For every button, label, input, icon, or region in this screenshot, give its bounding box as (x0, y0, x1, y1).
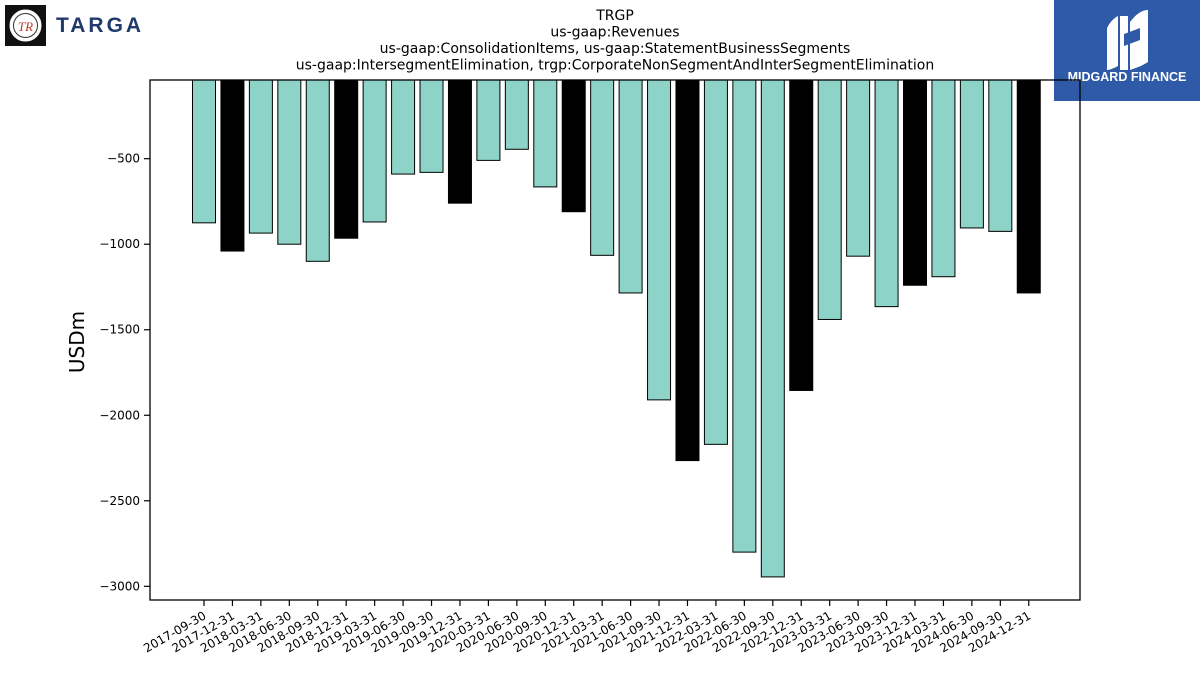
bar-2020-09-30 (533, 79, 558, 188)
bar-2021-09-30 (647, 79, 672, 401)
chart-title-line: TRGP (595, 8, 634, 24)
targa-logo-inner-ring (13, 13, 38, 38)
bar-2022-12-31 (789, 79, 814, 391)
bar-2021-06-30 (618, 79, 643, 294)
bar-2020-03-31 (476, 79, 501, 161)
y-axis: −500 −1000 −1500 −2000 −2500 −3000 (99, 152, 150, 593)
chart-title-line: us-gaap:ConsolidationItems, us-gaap:Stat… (380, 41, 851, 57)
targa-logo-ring (9, 9, 42, 42)
bar-2018-03-31 (248, 79, 273, 234)
bar-2022-06-30 (732, 79, 757, 553)
bar-2023-03-31 (817, 79, 842, 320)
bar-2021-03-31 (590, 79, 615, 256)
y-axis-label: USDm (65, 311, 89, 373)
bar-2018-09-30 (305, 79, 330, 262)
y-tick-label: −3000 (99, 579, 140, 593)
chart-title-line: us-gaap:Revenues (550, 25, 679, 41)
bar-2024-12-31 (1016, 79, 1041, 294)
y-tick-label: −2000 (99, 408, 140, 422)
bar-2019-12-31 (447, 79, 472, 204)
bar-2022-03-31 (703, 79, 728, 445)
bar-2024-06-30 (959, 79, 984, 229)
bar-2021-12-31 (675, 79, 700, 462)
y-tick-label: −1500 (99, 323, 140, 337)
y-tick-label: −1000 (99, 237, 140, 251)
bar-2019-03-31 (362, 79, 387, 223)
bar-2022-09-30 (760, 79, 785, 578)
bar-2024-09-30 (988, 79, 1013, 232)
bar-2023-09-30 (874, 79, 899, 308)
y-tick-label: −2500 (99, 494, 140, 508)
bar-2023-12-31 (903, 79, 927, 286)
bar-2020-06-30 (504, 79, 529, 150)
bar-2018-06-30 (277, 79, 302, 245)
bar-2019-06-30 (391, 79, 416, 175)
midgard-logo-text: MIDGARD FINANCE (1068, 70, 1187, 84)
chart-title-line: us-gaap:IntersegmentElimination, trgp:Co… (296, 58, 934, 74)
y-tick-label: −500 (107, 152, 140, 166)
bar-2024-03-31 (931, 79, 956, 278)
targa-logo: TR TARGA (5, 5, 144, 46)
midgard-logo-mark-icon (1107, 10, 1148, 70)
midgard-finance-logo: MIDGARD FINANCE (1054, 0, 1200, 101)
targa-logo-text: TARGA (56, 14, 144, 37)
chart-title: TRGPus-gaap:Revenuesus-gaap:Consolidatio… (296, 8, 934, 74)
bar-2023-06-30 (846, 79, 871, 257)
bar-2018-12-31 (334, 79, 359, 239)
targa-logo-monogram: TR (18, 19, 33, 34)
bar-2019-09-30 (419, 79, 444, 173)
x-axis: 2017-09-302017-12-312018-03-312018-06-30… (141, 600, 1033, 655)
bar-2020-12-31 (561, 79, 586, 213)
bars (192, 79, 1041, 578)
bar-2017-09-30 (192, 79, 216, 224)
bar-2017-12-31 (220, 79, 245, 252)
plot-frame (149, 79, 1081, 601)
